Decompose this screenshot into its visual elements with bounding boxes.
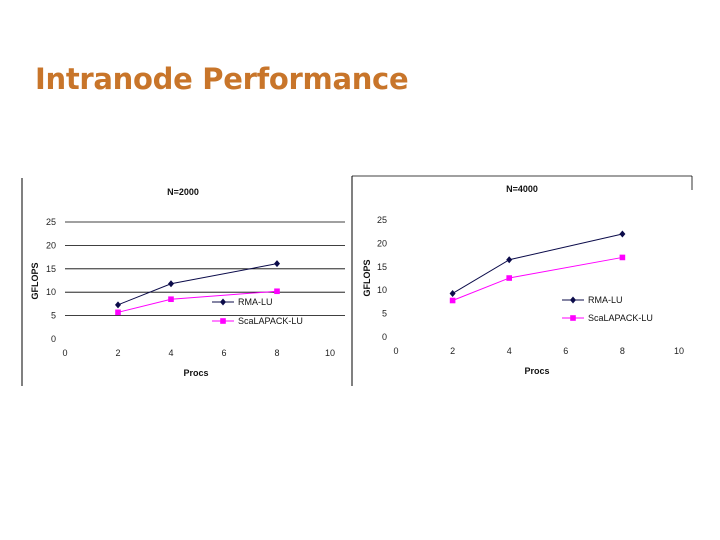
chart-n4000-xtick-10: 10 xyxy=(674,346,684,356)
chart-n4000-scalapack-lu-point-0 xyxy=(449,297,456,304)
chart-n4000-legend-scalapack-lu-label: ScaLAPACK-LU xyxy=(588,313,653,323)
chart-n2000-ytick-0: 0 xyxy=(51,334,56,344)
chart-n2000-rma-lu-point-1 xyxy=(168,280,174,288)
chart-n4000-title: N=4000 xyxy=(506,184,538,194)
chart-n2000-legend-rma-lu-swatch-marker xyxy=(220,298,226,306)
chart-n4000: N=4000 0 5 10 15 20 25 0 2 4 6 8 10 GFLOPS Procs R… xyxy=(351,175,693,386)
chart-n4000-rma-lu-point-0 xyxy=(449,289,456,297)
chart-n4000-legend-scalapack-lu-swatch-marker xyxy=(570,315,576,321)
chart-n2000-scalapack-lu-point-1 xyxy=(168,296,174,303)
chart-n4000-ytick-0: 0 xyxy=(382,332,387,342)
chart-n2000-rma-lu-point-2 xyxy=(274,260,280,268)
chart-n4000-xlabel: Procs xyxy=(524,366,549,376)
chart-n4000-scalapack-lu-point-1 xyxy=(506,275,512,281)
chart-n2000-ytick-5: 5 xyxy=(51,311,56,321)
chart-n2000-xtick-2: 2 xyxy=(115,348,120,358)
chart-n2000-ytick-15: 15 xyxy=(46,264,56,274)
chart-n4000-ytick-25: 25 xyxy=(377,215,387,225)
chart-n4000-rma-lu-point-1 xyxy=(506,256,513,264)
chart-n2000-title: N=2000 xyxy=(167,187,199,197)
slide-title: Intranode Performance xyxy=(35,62,409,96)
chart-n2000-legend-scalapack-lu-swatch-marker xyxy=(220,318,226,324)
chart-n4000-rma-lu-line xyxy=(452,233,623,294)
chart-n2000-ytick-20: 20 xyxy=(46,240,56,250)
chart-n4000-xtick-4: 4 xyxy=(507,346,512,356)
chart-n2000-xlabel: Procs xyxy=(183,368,208,378)
chart-n2000-xtick-10: 10 xyxy=(325,348,335,358)
chart-n4000-ytick-15: 15 xyxy=(377,262,387,272)
chart-n4000-scalapack-lu-point-2 xyxy=(619,254,626,261)
chart-n4000-ylabel: GFLOPS xyxy=(362,259,372,296)
chart-n4000-legend-rma-lu-swatch-marker xyxy=(570,296,576,304)
chart-n2000-ylabel: GFLOPS xyxy=(30,262,40,299)
chart-n4000-rma-lu-point-2 xyxy=(619,230,626,238)
chart-n4000-legend-rma-lu-label: RMA-LU xyxy=(588,295,623,305)
chart-n2000-xtick-8: 8 xyxy=(274,348,279,358)
chart-n2000-legend-rma-lu-label: RMA-LU xyxy=(238,297,273,307)
chart-n2000-scalapack-lu-point-0 xyxy=(115,309,121,316)
chart-n2000-scalapack-lu-point-2 xyxy=(274,288,280,295)
chart-n4000-xtick-8: 8 xyxy=(620,346,625,356)
chart-n2000-xtick-6: 6 xyxy=(221,348,226,358)
chart-n2000-legend-scalapack-lu-label: ScaLAPACK-LU xyxy=(238,316,303,326)
chart-n2000: N=2000 0 5 10 15 20 25 0 2 4 6 8 10 GFLOPS Procs R… xyxy=(21,178,345,386)
chart-n4000-ytick-10: 10 xyxy=(377,285,387,295)
chart-n2000-rma-lu-point-0 xyxy=(115,301,121,309)
chart-n4000-ytick-20: 20 xyxy=(377,238,387,248)
chart-n4000-xtick-2: 2 xyxy=(450,346,455,356)
chart-n2000-ytick-10: 10 xyxy=(46,287,56,297)
chart-n2000-ytick-25: 25 xyxy=(46,217,56,227)
chart-n4000-xtick-0: 0 xyxy=(393,346,398,356)
chart-n2000-xtick-0: 0 xyxy=(62,348,67,358)
chart-n4000-ytick-5: 5 xyxy=(382,309,387,319)
chart-n2000-xtick-4: 4 xyxy=(168,348,173,358)
chart-n4000-xtick-6: 6 xyxy=(563,346,568,356)
